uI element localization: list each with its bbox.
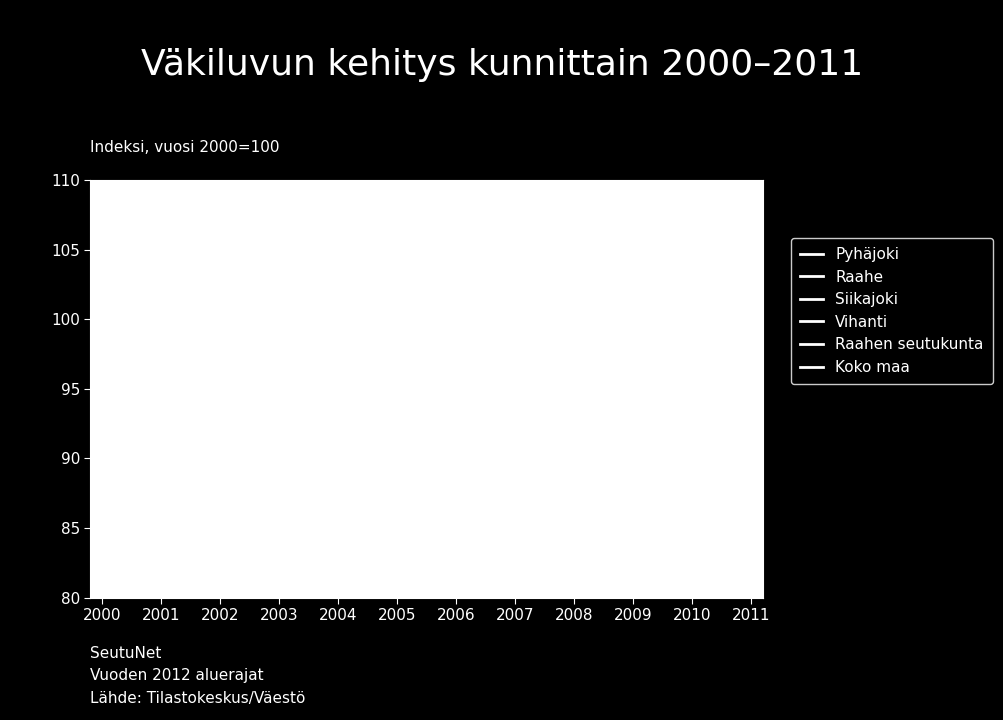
Text: SeutuNet
Vuoden 2012 aluerajat
Lähde: Tilastokeskus/Väestö: SeutuNet Vuoden 2012 aluerajat Lähde: Ti… [90,647,306,706]
Text: Väkiluvun kehitys kunnittain 2000–2011: Väkiluvun kehitys kunnittain 2000–2011 [140,48,863,82]
Text: Indeksi, vuosi 2000=100: Indeksi, vuosi 2000=100 [90,140,280,155]
Legend: Pyhäjoki, Raahe, Siikajoki, Vihanti, Raahen seutukunta, Koko maa: Pyhäjoki, Raahe, Siikajoki, Vihanti, Raa… [790,238,992,384]
